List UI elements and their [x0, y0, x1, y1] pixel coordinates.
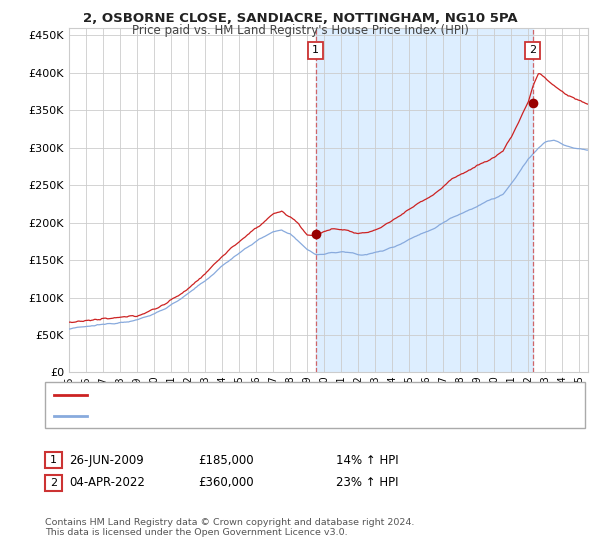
Text: 2: 2 — [529, 45, 536, 55]
Text: 2, OSBORNE CLOSE, SANDIACRE, NOTTINGHAM, NG10 5PA: 2, OSBORNE CLOSE, SANDIACRE, NOTTINGHAM,… — [83, 12, 517, 25]
Text: 1: 1 — [50, 455, 57, 465]
Text: Contains HM Land Registry data © Crown copyright and database right 2024.
This d: Contains HM Land Registry data © Crown c… — [45, 518, 415, 538]
Text: 23% ↑ HPI: 23% ↑ HPI — [336, 476, 398, 489]
Text: 14% ↑ HPI: 14% ↑ HPI — [336, 454, 398, 467]
Text: 2: 2 — [50, 478, 57, 488]
Text: 04-APR-2022: 04-APR-2022 — [69, 476, 145, 489]
Text: HPI: Average price, detached house, Erewash: HPI: Average price, detached house, Erew… — [96, 410, 344, 421]
Text: Price paid vs. HM Land Registry's House Price Index (HPI): Price paid vs. HM Land Registry's House … — [131, 24, 469, 36]
Text: 1: 1 — [312, 45, 319, 55]
Text: £185,000: £185,000 — [198, 454, 254, 467]
Bar — [316, 28, 533, 372]
Text: £360,000: £360,000 — [198, 476, 254, 489]
Text: 2, OSBORNE CLOSE, SANDIACRE, NOTTINGHAM, NG10 5PA (detached house): 2, OSBORNE CLOSE, SANDIACRE, NOTTINGHAM,… — [96, 390, 517, 400]
Text: 26-JUN-2009: 26-JUN-2009 — [69, 454, 144, 467]
